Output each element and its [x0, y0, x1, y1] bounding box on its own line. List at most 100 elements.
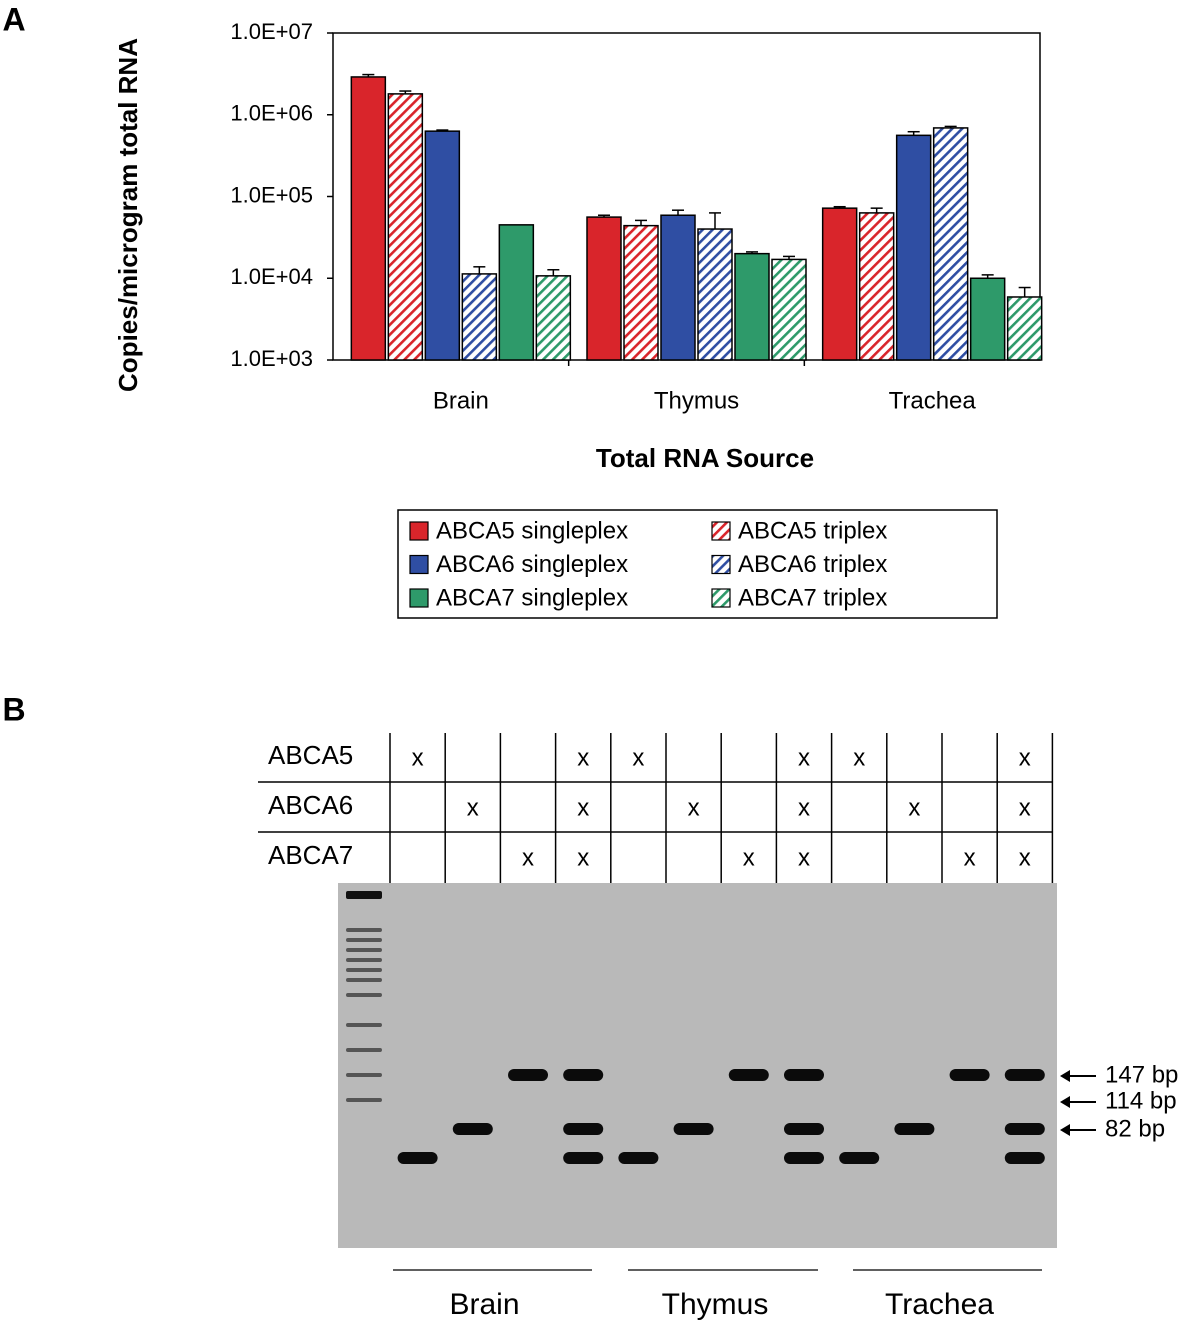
error-bar [907, 130, 920, 136]
ladder-band [346, 948, 382, 952]
bar [858, 212, 895, 361]
row-label: ABCA7 [268, 840, 353, 870]
legend-label: ABCA5 singleplex [436, 517, 628, 544]
error-bar [833, 205, 846, 209]
gel-band [508, 1069, 548, 1081]
ladder-band [346, 1048, 382, 1052]
ladder-band [346, 891, 382, 899]
cell-mark: x [798, 844, 810, 871]
error-bar [362, 73, 375, 77]
band-label: 147 bp [1105, 1061, 1178, 1088]
cell-mark: x [964, 844, 976, 871]
gel-band [397, 1152, 438, 1164]
row-label: ABCA5 [268, 740, 353, 770]
bar [969, 277, 1006, 361]
arrow-head [1060, 1070, 1070, 1082]
gel-band [563, 1123, 604, 1135]
legend-label: ABCA7 triplex [738, 584, 887, 611]
x-tick-label: Brain [433, 387, 489, 414]
legend-swatch [409, 554, 429, 575]
bar [821, 207, 858, 361]
error-bar [635, 219, 647, 226]
bar [1006, 296, 1043, 361]
gel-band [1004, 1123, 1045, 1135]
gel-band [784, 1123, 824, 1135]
y-axis-title: Copies/microgram total RNA [113, 38, 143, 392]
error-bar [783, 255, 795, 260]
bar [660, 214, 696, 361]
cell-mark: x [1019, 844, 1031, 871]
panel-label: A [2, 1, 25, 37]
y-tick-label: 1.0E+07 [230, 19, 313, 44]
cell-mark: x [577, 844, 589, 871]
error-bar [870, 207, 883, 213]
gel-band [949, 1069, 990, 1081]
ladder-band [346, 968, 382, 972]
bar [697, 228, 733, 361]
gel-band [673, 1123, 714, 1135]
x-axis-title: Total RNA Source [596, 443, 814, 473]
error-bar [399, 90, 412, 94]
cell-mark: x [632, 744, 644, 771]
ladder-band [346, 1023, 382, 1027]
gel-band [563, 1152, 604, 1164]
legend-label: ABCA7 singleplex [436, 584, 628, 611]
bar [387, 93, 424, 361]
band-label: 82 bp [1105, 1115, 1165, 1142]
legend-swatch [711, 588, 731, 608]
legend-swatch [711, 521, 731, 541]
gel-band [563, 1069, 604, 1081]
bar [424, 130, 461, 361]
y-tick-label: 1.0E+05 [230, 182, 313, 207]
bar [461, 273, 498, 361]
gel-band [618, 1152, 659, 1164]
ladder-band [346, 993, 382, 997]
error-bar [981, 274, 994, 279]
error-bar [709, 212, 721, 230]
legend-swatch [409, 521, 429, 541]
cell-mark: x [577, 744, 589, 771]
bar [771, 258, 807, 361]
bar [535, 275, 572, 361]
gel-band [452, 1123, 493, 1135]
legend-swatch [409, 588, 429, 608]
legend-swatch [711, 554, 731, 575]
bar [895, 134, 932, 361]
cell-mark: x [798, 744, 810, 771]
x-tick-label: Trachea [889, 387, 977, 414]
ladder-band [346, 928, 382, 932]
legend-label: ABCA5 triplex [738, 517, 887, 544]
bar [623, 224, 659, 361]
gel-band [784, 1152, 824, 1164]
cell-mark: x [1019, 794, 1031, 821]
ladder-band [346, 1098, 382, 1102]
arrow-head [1060, 1096, 1070, 1108]
cell-mark: x [467, 794, 479, 821]
legend [397, 509, 998, 619]
arrow-head [1060, 1124, 1070, 1136]
error-bar [1018, 286, 1031, 297]
gel-band [728, 1069, 769, 1081]
gel-band [839, 1152, 880, 1164]
bar [734, 252, 770, 361]
y-tick-label: 1.0E+03 [230, 346, 313, 371]
bar [586, 216, 622, 361]
cell-mark: x [1019, 744, 1031, 771]
bar [350, 76, 387, 361]
bar [932, 127, 969, 361]
cell-mark: x [908, 794, 920, 821]
ladder-band [346, 958, 382, 962]
tissue-label: Trachea [885, 1288, 994, 1321]
y-tick-label: 1.0E+06 [230, 101, 313, 126]
tissue-label: Brain [449, 1288, 519, 1321]
ladder-band [346, 1073, 382, 1077]
ladder-band [346, 938, 382, 942]
cell-mark: x [853, 744, 865, 771]
legend-label: ABCA6 singleplex [436, 551, 628, 578]
cell-mark: x [577, 794, 589, 821]
y-tick-label: 1.0E+04 [230, 264, 313, 289]
cell-mark: x [412, 744, 424, 771]
error-bar [944, 125, 957, 128]
gel-image [338, 883, 1057, 1248]
